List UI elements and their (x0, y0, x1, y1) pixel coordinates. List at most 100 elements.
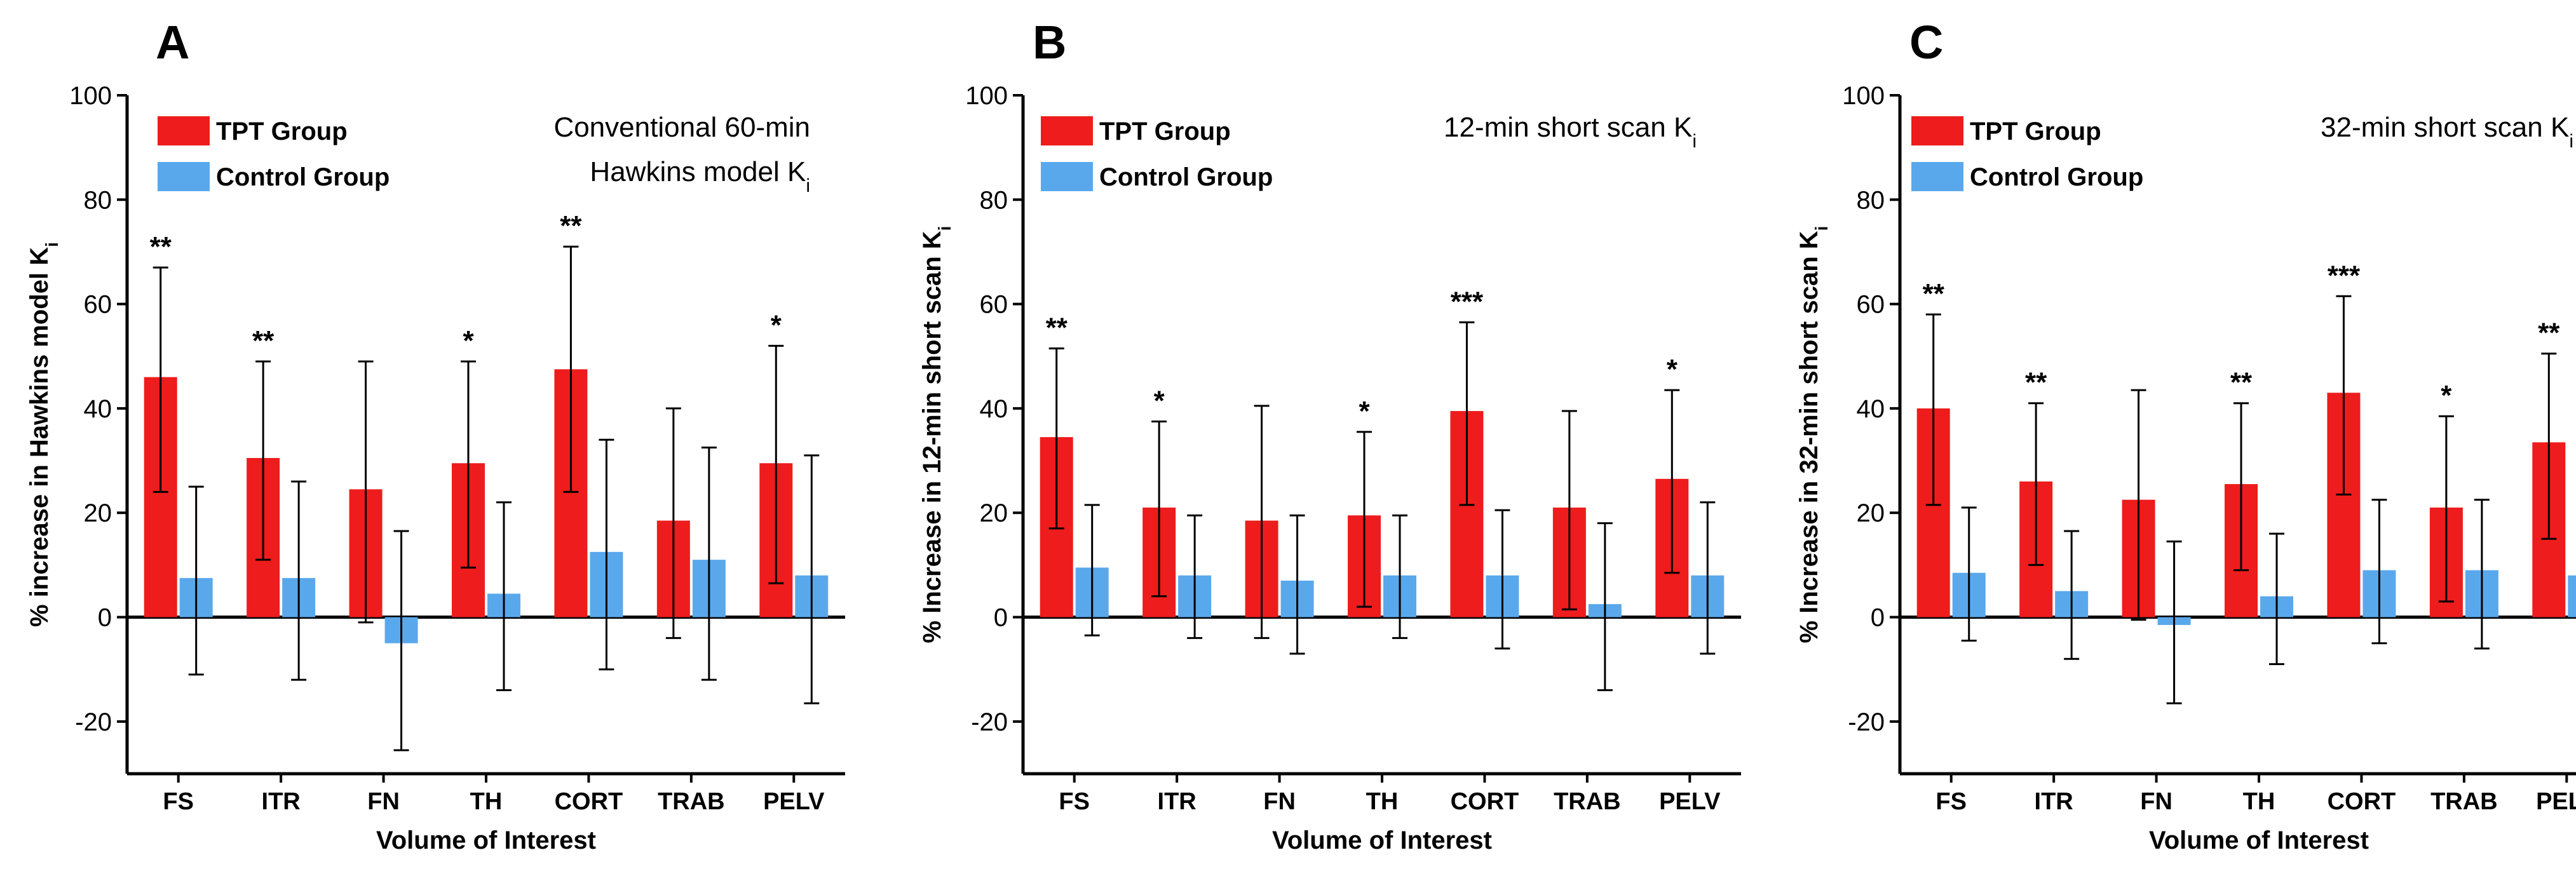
y-tick-label: 20 (1857, 499, 1885, 527)
legend-label: Control Group (216, 163, 390, 191)
annotation-sub: i (806, 175, 810, 196)
category-label: TRAB (658, 788, 725, 815)
x-axis-label: Volume of Interest (376, 826, 596, 854)
y-tick-label: 80 (980, 186, 1008, 214)
category-label: FS (1935, 788, 1967, 815)
y-tick-label: 40 (84, 395, 112, 423)
category-label: TH (2243, 788, 2275, 815)
y-tick-label: 0 (1871, 604, 1885, 632)
category-label: PELV (2536, 788, 2576, 815)
panel-c: C 100 80 60 40 20 0 -20 % Increase in 32-min sho… (1795, 16, 2576, 854)
y-tick-label: -20 (971, 708, 1008, 736)
y-tick-label: 100 (69, 82, 112, 110)
significance-marker: ** (1923, 278, 1945, 309)
panel-b: B 100 80 60 40 20 0 -20 % Increase in 12-min sho… (918, 16, 1741, 854)
category-label: ITR (2035, 788, 2073, 815)
category-label: FN (367, 788, 400, 815)
y-tick-label: 20 (84, 499, 112, 527)
y-tick-label: 100 (965, 82, 1008, 110)
category-label: TH (470, 788, 503, 815)
category-label: TRAB (1554, 788, 1621, 815)
legend-label: Control Group (1099, 163, 1273, 191)
y-axis-label: % Increase in 12-min short scan Ki (918, 226, 954, 644)
significance-marker: * (771, 309, 782, 340)
annotation-line2: Hawkins model Ki (590, 156, 810, 196)
panel-letter: B (1033, 16, 1066, 69)
significance-marker: ** (2025, 367, 2047, 398)
y-tick-label: 60 (84, 291, 112, 319)
category-label: FS (163, 788, 194, 815)
category-label: PELV (1659, 788, 1721, 815)
legend-label: TPT Group (216, 118, 348, 145)
y-tick-label: 80 (84, 186, 112, 214)
significance-marker: * (463, 325, 474, 356)
legend-label: Control Group (1970, 163, 2143, 191)
legend-label: TPT Group (1099, 118, 1231, 145)
y-axis-label-text: % Increase in 12-min short scan K (918, 231, 946, 643)
x-axis-label: Volume of Interest (2149, 826, 2369, 854)
annotation-text: 32-min short scan K (2321, 112, 2569, 143)
significance-marker: * (1359, 396, 1370, 427)
y-axis-label-sub: i (935, 226, 954, 231)
y-tick-label: 80 (1857, 186, 1885, 214)
significance-marker: ** (150, 231, 172, 262)
annotation-sub: i (2569, 131, 2573, 152)
annotation-line2: 32-min short scan Ki (2321, 112, 2573, 152)
category-label: FS (1059, 788, 1090, 815)
annotation-line2: 12-min short scan Ki (1444, 112, 1697, 152)
significance-marker: *** (1451, 286, 1484, 317)
y-axis-label-text: % increase in Hawkins model K (25, 247, 53, 627)
y-tick-label: 60 (1857, 291, 1885, 319)
significance-marker: *** (2328, 260, 2361, 291)
y-axis-label-sub: i (42, 242, 62, 247)
significance-marker: ** (1046, 312, 1068, 343)
category-label: FN (2140, 788, 2173, 815)
legend-swatch-tpt (1911, 116, 1963, 145)
annotation-text: Hawkins model K (590, 156, 806, 187)
bar-control (2568, 575, 2576, 617)
legend-swatch-tpt (1041, 116, 1093, 145)
significance-marker: * (1667, 354, 1678, 385)
legend-label: TPT Group (1970, 118, 2101, 145)
legend-swatch-control (1041, 162, 1093, 191)
category-label: PELV (763, 788, 825, 815)
y-axis-label-sub: i (1812, 226, 1831, 231)
category-label: ITR (262, 788, 301, 815)
category-label: CORT (2328, 788, 2396, 815)
annotation-text: 12-min short scan K (1444, 112, 1692, 143)
y-tick-label: 100 (1842, 82, 1885, 110)
annotation-line1: Conventional 60-min (553, 112, 810, 143)
category-label: CORT (1451, 788, 1519, 815)
y-axis-label-text: % Increase in 32-min short scan K (1795, 231, 1823, 643)
significance-marker: * (1154, 385, 1165, 416)
y-tick-label: -20 (75, 708, 112, 736)
y-axis-label: % increase in Hawkins model Ki (25, 242, 62, 627)
category-label: TRAB (2430, 788, 2498, 815)
y-tick-label: 40 (980, 395, 1008, 423)
y-tick-label: 0 (994, 604, 1008, 632)
significance-marker: ** (252, 325, 275, 356)
legend-swatch-tpt (158, 116, 210, 145)
category-label: FN (1263, 788, 1296, 815)
y-tick-label: -20 (1848, 708, 1885, 736)
y-tick-label: 20 (980, 499, 1008, 527)
panel-a: A 100 80 60 40 20 0 -20 % increase in Hawkins mo… (25, 16, 845, 854)
panel-letter: C (1909, 16, 1943, 69)
y-axis-label: % Increase in 32-min short scan Ki (1795, 226, 1831, 644)
significance-marker: ** (2230, 367, 2253, 398)
category-label: ITR (1158, 788, 1196, 815)
category-label: TH (1366, 788, 1399, 815)
category-label: CORT (555, 788, 623, 815)
panel-letter: A (156, 16, 189, 69)
annotation-sub: i (1692, 131, 1697, 152)
y-tick-label: 40 (1857, 395, 1885, 423)
y-tick-label: 60 (980, 291, 1008, 319)
significance-marker: ** (2538, 318, 2560, 349)
y-tick-label: 0 (98, 604, 112, 632)
legend-swatch-control (158, 162, 210, 191)
significance-marker: ** (560, 210, 582, 241)
significance-marker: * (2441, 380, 2452, 411)
x-axis-label: Volume of Interest (1272, 826, 1492, 854)
legend-swatch-control (1911, 162, 1963, 191)
